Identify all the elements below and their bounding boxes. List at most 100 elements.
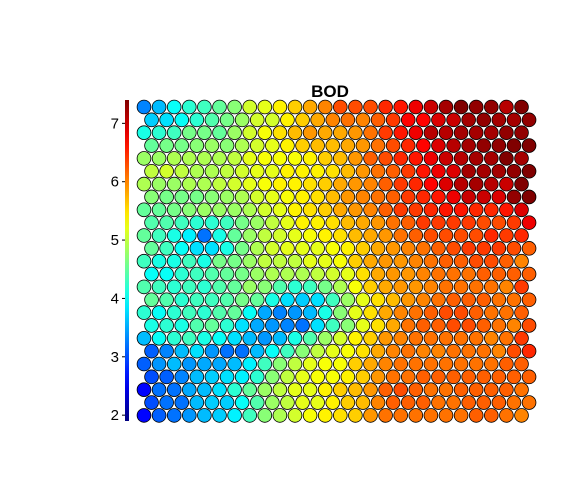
som-unit (332, 305, 348, 320)
som-unit (242, 253, 258, 269)
som-unit (166, 382, 182, 398)
som-unit (189, 163, 205, 179)
som-unit (468, 202, 484, 218)
som-unit (416, 112, 431, 128)
som-unit (378, 305, 393, 320)
som-unit (408, 408, 424, 423)
som-unit (159, 138, 174, 153)
som-unit (212, 125, 227, 140)
som-unit (468, 151, 484, 166)
som-unit (227, 382, 242, 398)
som-unit (483, 99, 499, 115)
som-unit (265, 292, 280, 308)
som-unit (136, 305, 152, 320)
som-unit (438, 330, 454, 346)
som-unit (355, 163, 371, 179)
som-unit (483, 125, 499, 140)
som-unit (332, 330, 348, 346)
som-unit (506, 266, 522, 282)
som-unit (378, 253, 393, 269)
som-unit (340, 163, 356, 179)
som-unit (197, 330, 212, 346)
som-unit (521, 266, 537, 282)
som-unit (234, 241, 250, 256)
som-unit (204, 369, 220, 385)
som-unit (385, 138, 401, 153)
som-unit (189, 292, 205, 308)
som-unit (348, 382, 363, 398)
colorbar-tick-label: 6 (111, 174, 119, 191)
som-unit (234, 112, 250, 128)
som-unit (438, 228, 454, 243)
som-unit (453, 279, 469, 295)
som-unit (242, 305, 258, 320)
som-unit (408, 151, 424, 166)
som-unit (287, 125, 303, 140)
som-unit (151, 202, 167, 218)
som-unit (385, 292, 401, 308)
som-unit (370, 369, 386, 385)
som-unit (265, 395, 280, 410)
som-unit (272, 330, 288, 346)
som-unit (408, 176, 424, 192)
som-unit (453, 382, 469, 398)
som-unit (227, 151, 242, 166)
som-unit (521, 112, 537, 128)
som-unit (265, 241, 280, 256)
som-unit (378, 382, 393, 398)
som-unit (476, 318, 492, 333)
som-unit (363, 151, 378, 166)
som-unit (340, 215, 356, 230)
som-unit (499, 228, 514, 243)
som-unit (385, 266, 401, 282)
som-unit (204, 189, 220, 205)
som-unit (136, 151, 152, 166)
som-unit (431, 112, 446, 128)
som-unit (189, 343, 205, 359)
som-unit (363, 125, 378, 140)
som-unit (166, 125, 182, 140)
som-unit (393, 228, 409, 243)
som-unit (227, 408, 242, 423)
som-unit (234, 163, 250, 179)
som-unit (453, 125, 469, 140)
som-unit (340, 318, 356, 333)
som-unit (476, 343, 492, 359)
som-unit (348, 408, 363, 423)
som-unit (166, 305, 182, 320)
som-unit (272, 125, 288, 140)
som-unit (144, 369, 159, 385)
som-unit (302, 330, 318, 346)
som-unit (491, 138, 507, 153)
som-unit (521, 138, 537, 153)
som-unit (212, 99, 227, 115)
som-unit (182, 330, 197, 346)
som-unit (393, 330, 409, 346)
som-unit (506, 163, 522, 179)
som-unit (325, 266, 341, 282)
som-unit (355, 292, 371, 308)
som-unit (182, 151, 197, 166)
som-unit (393, 99, 409, 115)
som-unit (348, 330, 363, 346)
som-unit (393, 382, 409, 398)
som-unit (219, 369, 235, 385)
som-unit (242, 330, 258, 346)
som-unit (249, 189, 265, 205)
som-unit (385, 318, 401, 333)
som-unit (325, 241, 341, 256)
som-unit (499, 330, 514, 346)
som-unit (249, 318, 265, 333)
som-unit (212, 408, 227, 423)
som-unit (385, 241, 401, 256)
som-unit (385, 395, 401, 410)
som-unit (302, 279, 318, 295)
som-unit (446, 112, 461, 128)
som-unit (483, 279, 499, 295)
som-unit (136, 382, 152, 398)
som-unit (295, 395, 310, 410)
som-unit (166, 356, 182, 372)
som-unit (212, 228, 227, 243)
som-unit (197, 253, 212, 269)
